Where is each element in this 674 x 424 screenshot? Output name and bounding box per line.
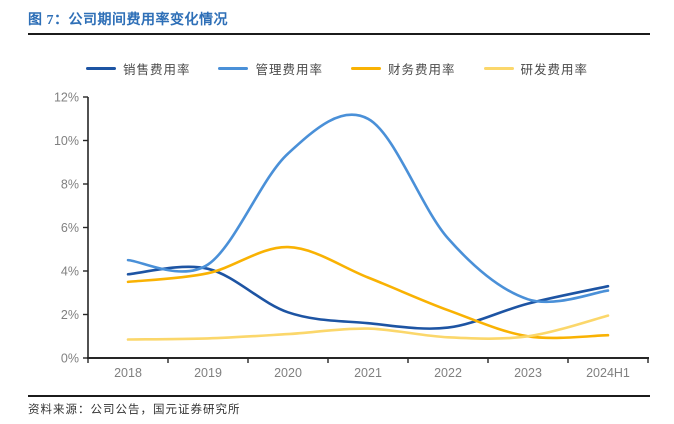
line-chart: 0% 2% 4% 6% 8% 10% 12% 2018 2019 2020 2021 2022 2023… [54, 91, 649, 380]
y-tick-label: 4% [61, 265, 79, 279]
legend-item-rnd: 研发费用率 [483, 59, 589, 78]
legend-swatch-management [218, 66, 249, 70]
top-rule [28, 33, 650, 35]
y-tick-label: 6% [61, 221, 79, 235]
x-tick-label: 2021 [354, 366, 382, 380]
x-tick-label: 2020 [274, 366, 302, 380]
chart-legend: 销售费用率 管理费用率 财务费用率 研发费用率 [0, 58, 674, 78]
bottom-rule [28, 395, 650, 397]
legend-label-rnd: 研发费用率 [520, 62, 589, 77]
x-tick-label: 2018 [114, 366, 142, 380]
legend-swatch-rnd [483, 66, 514, 70]
y-tick-label: 8% [61, 178, 79, 192]
legend-item-management: 管理费用率 [218, 59, 323, 78]
legend-item-finance: 财务费用率 [351, 59, 456, 78]
series-line-management [126, 113, 610, 304]
figure-title: 图 7：公司期间费用率变化情况 [28, 13, 228, 28]
legend-swatch-finance [351, 66, 381, 70]
series-line-rnd [126, 314, 610, 341]
source-note: 资料来源：公司公告，国元证券研究所 [28, 404, 241, 416]
legend-label-sales: 销售费用率 [122, 62, 191, 77]
legend-label-finance: 财务费用率 [388, 62, 456, 77]
x-tick-label: 2022 [434, 366, 462, 380]
y-tick-label: 2% [61, 308, 79, 322]
x-tick-label: 2024H1 [586, 366, 630, 380]
legend-label-management: 管理费用率 [255, 62, 323, 77]
y-tick-label: 12% [54, 91, 79, 105]
x-tick-label: 2019 [194, 366, 222, 380]
y-tick-label: 10% [54, 134, 79, 148]
x-tick-label: 2023 [514, 366, 542, 380]
legend-swatch-sales [85, 66, 116, 70]
legend-item-sales: 销售费用率 [85, 59, 191, 78]
series-line-sales [126, 265, 610, 330]
y-tick-label: 0% [61, 352, 79, 366]
